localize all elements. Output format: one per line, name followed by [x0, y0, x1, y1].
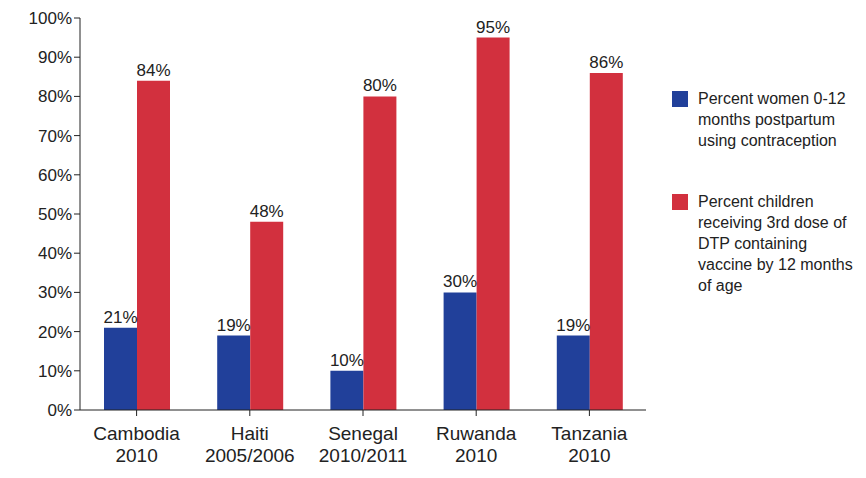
svg-text:Senegal2010/2011: Senegal2010/2011 [319, 423, 407, 466]
svg-text:95%: 95% [476, 18, 510, 37]
svg-text:80%: 80% [38, 87, 72, 106]
svg-text:48%: 48% [250, 202, 284, 221]
svg-text:80%: 80% [363, 76, 397, 95]
svg-text:21%: 21% [103, 308, 137, 327]
svg-text:40%: 40% [38, 244, 72, 263]
svg-text:Ruwanda2010: Ruwanda2010 [436, 423, 517, 466]
svg-text:70%: 70% [38, 127, 72, 146]
svg-text:100%: 100% [29, 9, 72, 28]
svg-text:90%: 90% [38, 48, 72, 67]
svg-text:Cambodia2010: Cambodia2010 [93, 423, 180, 466]
svg-text:Haiti2005/2006: Haiti2005/2006 [205, 423, 295, 466]
svg-text:Tanzania2010: Tanzania2010 [551, 423, 627, 466]
svg-text:60%: 60% [38, 166, 72, 185]
svg-text:10%: 10% [330, 351, 364, 370]
svg-text:86%: 86% [589, 53, 623, 72]
html-text:Percent children receiving 3rd: Percent children receiving 3rd dose of D… [698, 193, 853, 294]
svg-text:0%: 0% [47, 401, 72, 420]
svg-text:19%: 19% [217, 316, 251, 335]
html-text:Percent women 0-12 months post: Percent women 0-12 months postpartum usi… [698, 90, 846, 149]
svg-text:20%: 20% [38, 323, 72, 342]
svg-text:10%: 10% [38, 362, 72, 381]
svg-text:50%: 50% [38, 205, 72, 224]
svg-text:30%: 30% [443, 272, 477, 291]
svg-text:19%: 19% [556, 316, 590, 335]
svg-text:84%: 84% [136, 61, 170, 80]
svg-text:30%: 30% [38, 283, 72, 302]
